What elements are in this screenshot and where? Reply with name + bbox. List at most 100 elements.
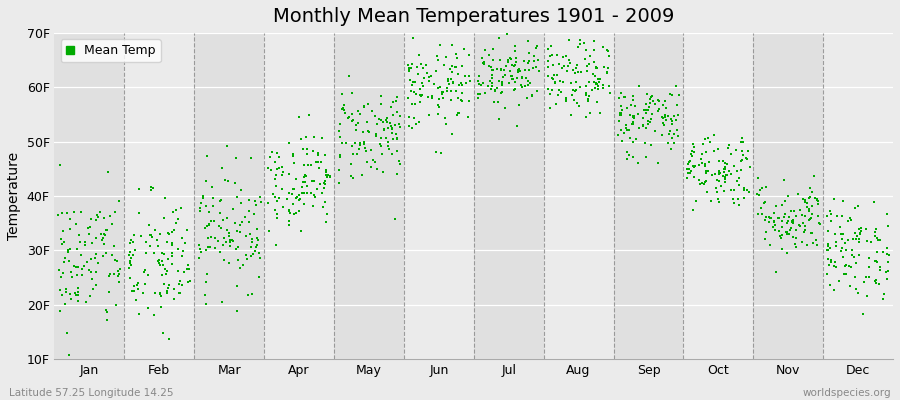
Point — [663, 91, 678, 97]
Point — [315, 135, 329, 142]
Point — [122, 258, 137, 264]
Point — [734, 166, 748, 173]
Point — [565, 92, 580, 99]
Point — [487, 98, 501, 105]
Point — [199, 247, 213, 254]
Point — [782, 231, 796, 237]
Point — [98, 232, 112, 238]
Point — [870, 236, 885, 243]
Point — [430, 57, 445, 63]
Point — [859, 226, 873, 232]
Point — [852, 238, 867, 245]
Point — [376, 119, 391, 125]
Point — [235, 218, 249, 225]
Point — [637, 107, 652, 114]
Point — [849, 236, 863, 242]
Point — [289, 210, 303, 216]
Point — [705, 171, 719, 178]
Point — [137, 268, 151, 275]
Point — [319, 172, 333, 178]
Y-axis label: Temperature: Temperature — [7, 152, 21, 240]
Point — [493, 67, 508, 74]
Point — [716, 173, 730, 179]
Point — [178, 239, 193, 246]
Point — [797, 199, 812, 206]
Point — [655, 114, 670, 121]
Point — [245, 236, 259, 242]
Point — [241, 292, 256, 299]
Point — [230, 308, 244, 314]
Point — [579, 47, 593, 54]
Point — [796, 220, 810, 226]
Point — [472, 81, 486, 88]
Point — [680, 170, 695, 176]
Point — [687, 164, 701, 170]
Point — [347, 140, 362, 146]
Point — [192, 242, 206, 248]
Point — [732, 175, 746, 181]
Point — [597, 64, 611, 70]
Point — [878, 291, 892, 297]
Point — [232, 229, 247, 236]
Point — [484, 72, 499, 78]
Point — [612, 95, 626, 101]
Point — [392, 120, 407, 127]
Point — [707, 148, 722, 155]
Point — [339, 140, 354, 146]
Text: Latitude 57.25 Longitude 14.25: Latitude 57.25 Longitude 14.25 — [9, 388, 174, 398]
Point — [100, 317, 114, 324]
Point — [213, 197, 228, 204]
Point — [218, 177, 232, 184]
Point — [695, 160, 709, 167]
Point — [306, 148, 320, 155]
Point — [716, 158, 730, 164]
Point — [553, 78, 567, 84]
Point — [699, 149, 714, 155]
Point — [270, 150, 284, 156]
Point — [471, 78, 485, 84]
Title: Monthly Mean Temperatures 1901 - 2009: Monthly Mean Temperatures 1901 - 2009 — [273, 7, 674, 26]
Point — [764, 214, 778, 221]
Point — [241, 196, 256, 203]
Point — [829, 242, 843, 249]
Point — [791, 190, 806, 197]
Point — [287, 211, 302, 218]
Point — [797, 227, 812, 234]
Point — [585, 86, 599, 93]
Point — [454, 79, 469, 86]
Point — [226, 238, 240, 244]
Point — [754, 211, 769, 218]
Point — [580, 68, 594, 74]
Point — [408, 78, 422, 85]
Point — [645, 98, 660, 104]
Point — [868, 229, 883, 236]
Point — [664, 116, 679, 122]
Point — [471, 95, 485, 101]
Point — [556, 63, 571, 69]
Point — [500, 28, 514, 34]
Point — [300, 190, 314, 196]
Point — [631, 111, 645, 117]
Point — [292, 114, 306, 120]
Point — [876, 249, 890, 256]
Point — [485, 82, 500, 89]
Point — [821, 228, 835, 234]
Point — [732, 182, 746, 189]
Point — [212, 238, 226, 244]
Point — [879, 245, 894, 251]
Point — [250, 226, 265, 232]
Point — [310, 152, 325, 158]
Point — [573, 68, 588, 75]
Point — [546, 76, 561, 82]
Point — [142, 222, 157, 228]
Bar — [614, 33, 683, 359]
Point — [444, 76, 458, 82]
Point — [454, 82, 469, 88]
Point — [333, 134, 347, 140]
Point — [793, 207, 807, 213]
Point — [762, 214, 777, 221]
Point — [199, 202, 213, 209]
Point — [56, 270, 70, 276]
Point — [509, 59, 524, 66]
Point — [736, 152, 751, 159]
